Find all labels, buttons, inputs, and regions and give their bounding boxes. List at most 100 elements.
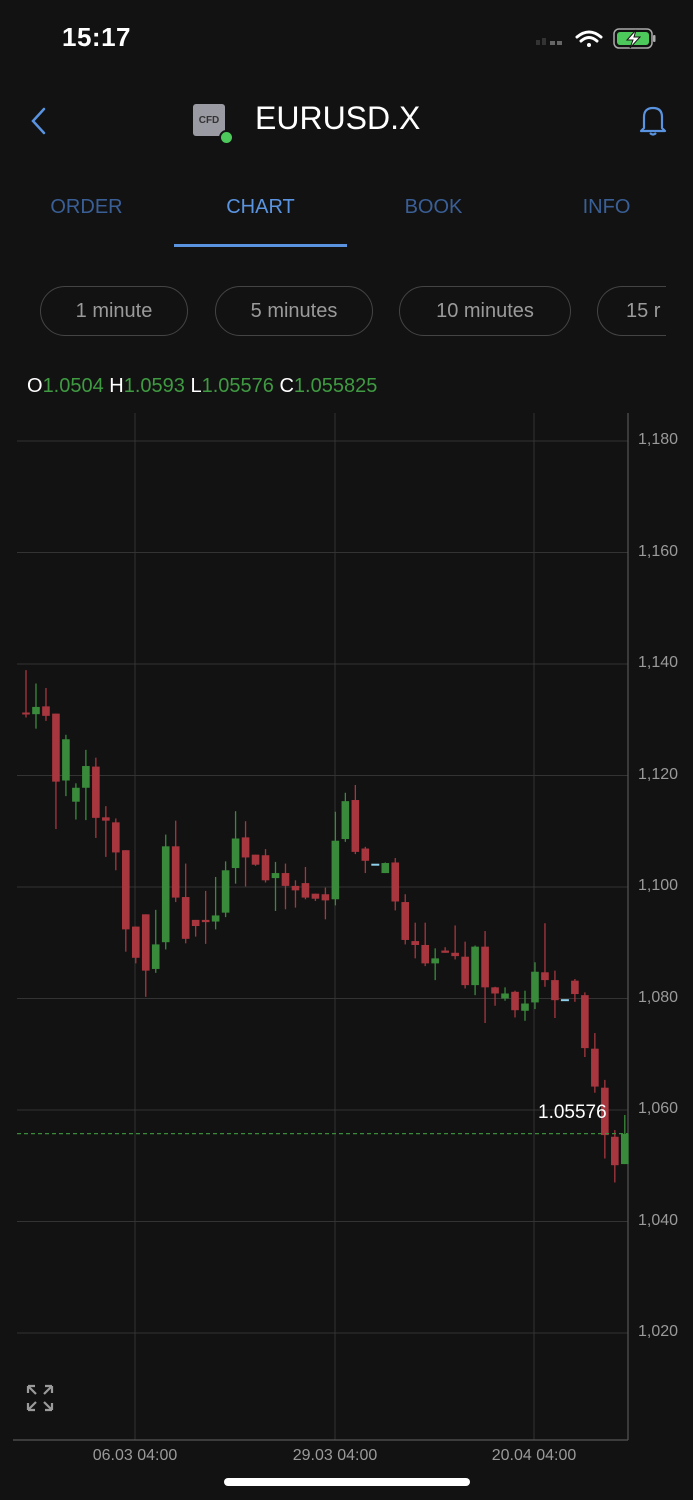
candle-down bbox=[351, 800, 360, 852]
candle-down bbox=[92, 766, 100, 818]
candle-down bbox=[451, 952, 459, 957]
candle-down bbox=[291, 885, 300, 891]
back-button[interactable] bbox=[28, 106, 50, 136]
close-value: 1.055825 bbox=[293, 375, 378, 397]
tab-book[interactable]: BOOK bbox=[404, 196, 463, 218]
y-tick-label: 1,120 bbox=[638, 765, 679, 783]
candle-up bbox=[161, 846, 170, 943]
tab-order[interactable]: ORDER bbox=[50, 196, 123, 218]
candle-down bbox=[581, 995, 589, 1049]
candle-down bbox=[241, 837, 250, 858]
chevron-left-icon bbox=[31, 107, 46, 135]
candle-down bbox=[171, 846, 180, 898]
candle-up bbox=[72, 787, 80, 802]
last-price-label: 1.05576 bbox=[538, 1102, 607, 1123]
y-tick-label: 1,160 bbox=[638, 542, 679, 560]
bell-icon bbox=[639, 106, 667, 136]
x-tick-label: 20.04 04:00 bbox=[491, 1447, 577, 1464]
instrument-title: EURUSD.X bbox=[255, 100, 421, 136]
low-value: 1.05576 bbox=[201, 375, 274, 397]
candle-up bbox=[621, 1133, 629, 1165]
status-time: 15:17 bbox=[62, 22, 131, 52]
interval-5-minutes[interactable]: 5 minutes bbox=[215, 286, 373, 336]
expand-icon bbox=[26, 1384, 54, 1412]
candle-down bbox=[421, 944, 429, 964]
tab-info[interactable]: INFO bbox=[582, 196, 631, 218]
alert-button[interactable] bbox=[638, 104, 668, 136]
high-label: H bbox=[109, 375, 124, 397]
candle-up bbox=[431, 958, 439, 964]
candle-down bbox=[441, 950, 449, 953]
wifi-icon bbox=[575, 30, 603, 47]
candle-up bbox=[271, 873, 280, 879]
y-tick-label: 1,080 bbox=[638, 988, 679, 1006]
x-tick-label: 06.03 04:00 bbox=[92, 1447, 178, 1464]
candle-down bbox=[541, 972, 549, 981]
candle-up bbox=[62, 739, 70, 781]
status-icons bbox=[536, 28, 656, 49]
candle-down bbox=[571, 980, 579, 995]
interval-15-minutes[interactable]: 15 r bbox=[597, 286, 666, 336]
expand-chart-button[interactable] bbox=[26, 1384, 54, 1412]
candle-down bbox=[261, 855, 270, 881]
y-tick-label: 1,040 bbox=[638, 1211, 679, 1229]
candle-up bbox=[151, 944, 160, 969]
interval-scroll-clip: 15 r bbox=[597, 286, 666, 336]
candle-down bbox=[401, 902, 410, 940]
candle-down bbox=[201, 919, 210, 923]
candle-up bbox=[521, 1003, 529, 1011]
candle-down bbox=[112, 822, 120, 853]
interval-1-minute[interactable]: 1 minute bbox=[40, 286, 188, 336]
tab-chart[interactable]: CHART bbox=[226, 196, 295, 218]
candle-down bbox=[591, 1048, 599, 1087]
candle-down bbox=[491, 987, 499, 994]
candle-up bbox=[32, 706, 40, 715]
y-tick-label: 1,100 bbox=[638, 877, 679, 894]
candle-up bbox=[82, 766, 90, 788]
battery-charging-icon bbox=[613, 28, 656, 49]
candle-down bbox=[141, 914, 150, 971]
open-value: 1.0504 bbox=[42, 375, 104, 397]
candle-down bbox=[102, 817, 110, 821]
candle-down bbox=[281, 873, 290, 886]
candle-down bbox=[191, 919, 200, 927]
ohlc-readout: O1.0504 H1.0593 L1.05576 C1.055825 bbox=[27, 375, 377, 398]
candle-down bbox=[301, 883, 310, 898]
candle-up bbox=[501, 993, 509, 999]
online-status-dot bbox=[219, 130, 234, 145]
candle-up bbox=[331, 840, 340, 900]
close-label: C bbox=[279, 375, 294, 397]
candle-up bbox=[381, 863, 390, 874]
candle-down bbox=[611, 1136, 619, 1166]
interval-10-minutes[interactable]: 10 minutes bbox=[399, 286, 571, 336]
candle-down bbox=[122, 850, 130, 930]
candle-down bbox=[251, 854, 260, 865]
y-tick-label: 1,180 bbox=[638, 431, 679, 448]
candle-down bbox=[22, 712, 30, 715]
y-tick-label: 1,140 bbox=[638, 654, 679, 671]
candle-down bbox=[551, 980, 559, 1001]
candle-down bbox=[361, 848, 370, 861]
candle-down bbox=[42, 706, 50, 716]
y-tick-label: 1,020 bbox=[638, 1323, 679, 1340]
candle-down bbox=[601, 1087, 609, 1136]
candle-down bbox=[481, 946, 489, 988]
candle-down bbox=[311, 893, 320, 899]
candle-up bbox=[341, 801, 350, 840]
candle-down bbox=[511, 991, 519, 1011]
signal-icon bbox=[536, 38, 562, 45]
candle-down bbox=[131, 926, 140, 958]
candle-up bbox=[211, 915, 220, 922]
home-indicator[interactable] bbox=[224, 1478, 470, 1486]
low-label: L bbox=[190, 375, 202, 397]
active-tab-indicator bbox=[174, 244, 347, 247]
candle-down bbox=[461, 956, 469, 986]
candle-down bbox=[321, 894, 330, 901]
candle-down bbox=[411, 941, 420, 945]
candle-down bbox=[52, 713, 60, 782]
candle-down bbox=[181, 897, 190, 939]
open-label: O bbox=[27, 375, 43, 397]
candle-up bbox=[471, 946, 479, 986]
candle-up bbox=[531, 971, 539, 1003]
